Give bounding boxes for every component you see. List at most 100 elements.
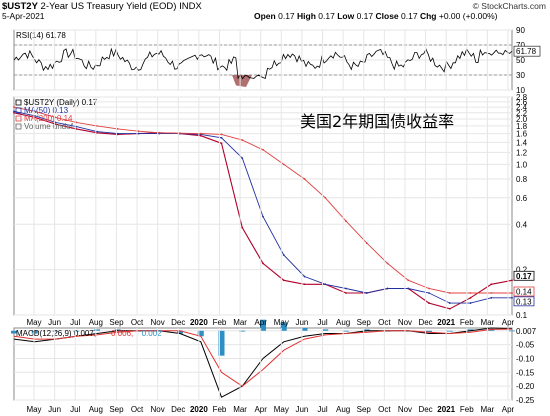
data-point — [199, 132, 202, 135]
data-point — [511, 279, 513, 282]
data-point — [490, 296, 493, 299]
legend-swatch — [15, 99, 22, 106]
data-point — [448, 302, 451, 304]
x-tick-label: Aug — [89, 318, 103, 327]
close-value: 0.17 — [401, 11, 418, 21]
data-point — [220, 136, 223, 139]
price-tick-label: 1.4 — [516, 138, 528, 147]
price-panel: 0.1 0.2 0.4 0.6 0.8 1.0 1.21.41.61.82.02.22.42… — [13, 93, 535, 320]
macd-histogram-bar — [177, 330, 183, 334]
x-tick-label: Aug — [336, 318, 350, 327]
data-point — [179, 132, 181, 135]
data-point — [137, 130, 140, 133]
high-label: High — [297, 11, 316, 21]
x-tick-label: Mar — [233, 318, 247, 327]
data-point — [220, 133, 223, 136]
data-point — [241, 157, 244, 160]
price-tag-label: 0.14 — [516, 287, 532, 296]
x-tick-label: Dec — [171, 405, 185, 414]
macd-histogram-bar — [509, 330, 515, 332]
x-tick-label: Jun — [295, 318, 308, 327]
legend-swatch — [15, 123, 22, 130]
copyright: © StockCharts.com — [472, 1, 546, 11]
data-point — [199, 134, 202, 137]
x-tick-label: Feb — [213, 318, 227, 327]
data-point — [324, 283, 327, 286]
data-point — [345, 292, 347, 294]
x-tick-label: Jul — [70, 405, 80, 414]
data-point — [365, 292, 368, 294]
chg-label: Chg — [419, 11, 437, 21]
x-tick-label: Mar — [481, 318, 495, 327]
rsi-tick-label: 90 — [516, 26, 525, 35]
data-point — [428, 302, 430, 304]
data-point — [13, 110, 15, 113]
legend-swatch — [15, 107, 22, 114]
x-tick-label: Jun — [48, 318, 61, 327]
price-tick-label: 0.2 — [516, 266, 528, 275]
legend-label: Volume undef — [24, 122, 74, 131]
x-tick-label: Jul — [317, 405, 327, 414]
macd-histogram-bar — [197, 330, 204, 337]
low-label: Low — [337, 11, 355, 21]
data-point — [75, 125, 78, 128]
macd-legend-label: 0.006, — [111, 329, 133, 338]
x-tick-label: Nov — [398, 318, 412, 327]
data-point — [282, 163, 285, 166]
rsi-tick-label: 50 — [516, 56, 525, 65]
data-point — [469, 292, 472, 294]
x-tick-label: Aug — [336, 405, 350, 414]
high-value: 0.17 — [318, 11, 335, 21]
macd-legend-label: 0.002 — [142, 329, 163, 338]
symbol: $UST2Y — [2, 1, 38, 12]
x-tick-label: May — [26, 405, 41, 414]
x-tick-label: Jul — [317, 318, 327, 327]
ohlc-readout: Open 0.17 High 0.17 Low 0.17 Close 0.17 … — [254, 11, 497, 21]
series-line-ma200 — [13, 106, 512, 294]
low-value: 0.17 — [356, 11, 374, 21]
price-tick-label: 2.4 — [516, 103, 528, 112]
x-tick-label: Nov — [398, 405, 412, 414]
chg-value: +0.00 (+0.00%) — [438, 11, 498, 21]
macd-histogram-bar — [239, 330, 246, 332]
data-point — [158, 131, 161, 134]
x-tick-label: Oct — [131, 405, 144, 414]
x-tick-label: May — [26, 318, 41, 327]
series-line-signal — [13, 328, 513, 387]
rsi-last-value: 61.78 — [516, 47, 537, 56]
data-point — [490, 292, 493, 294]
rsi-tick-label: 10 — [516, 86, 525, 95]
x-tick-label: Mar — [481, 405, 495, 414]
data-point — [282, 279, 285, 282]
data-point — [137, 132, 140, 135]
x-tick-label: Dec — [418, 405, 432, 414]
x-tick-label: Sep — [357, 318, 372, 327]
data-point — [386, 287, 389, 290]
price-tick-label: 2.8 — [516, 93, 528, 102]
data-point — [96, 125, 98, 127]
macd-tick-label: -0.25 — [516, 396, 535, 405]
data-point — [116, 132, 119, 135]
macd-histogram-bar — [52, 330, 59, 332]
rsi-line — [13, 47, 513, 80]
macd-tick-label: -0.20 — [516, 382, 535, 391]
x-tick-label: Sep — [109, 405, 124, 414]
data-point — [241, 226, 244, 229]
x-tick-label: Jun — [295, 405, 308, 414]
data-point — [324, 196, 327, 199]
macd-histogram-bar — [11, 330, 17, 334]
symbol-name: 2-Year US Treasury Yield (EOD) — [40, 1, 177, 12]
price-tag — [513, 296, 535, 307]
close-label: Close — [375, 11, 399, 21]
rsi-tick-label: 70 — [516, 41, 525, 50]
x-tick-label: Mar — [233, 405, 247, 414]
x-tick-label: Oct — [131, 318, 144, 327]
chart-date: 5-Apr-2021 — [2, 11, 45, 21]
x-tick-label: Oct — [378, 318, 391, 327]
macd-tick-label: -0.05 — [516, 341, 535, 350]
legend-swatch — [15, 115, 22, 122]
data-point — [75, 127, 78, 130]
data-point — [407, 287, 410, 290]
data-point — [96, 130, 98, 133]
data-point — [262, 262, 264, 265]
